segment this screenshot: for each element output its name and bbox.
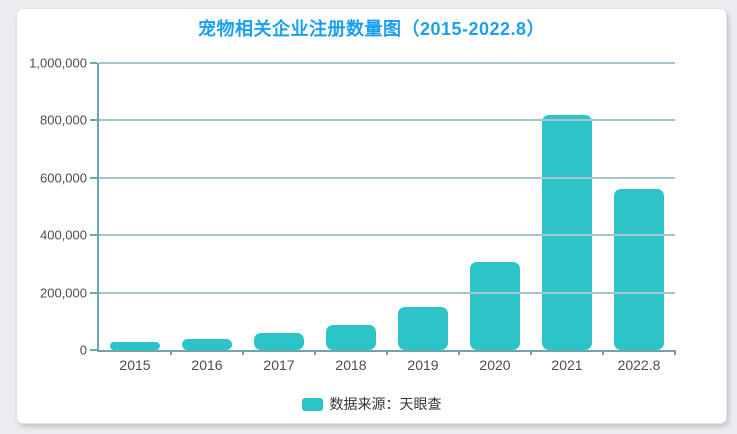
bar-2017 xyxy=(254,332,304,350)
bar-slot-2018: 2018 xyxy=(315,63,388,373)
plot-area: 2015 2016 2017 2018 2019 2020 2021 2022.8 0 200,… xyxy=(29,56,676,373)
y-axis-label: 1,000,000 xyxy=(29,55,87,71)
x-axis-tick xyxy=(458,350,460,355)
gridline-1000000 xyxy=(99,62,675,64)
x-axis-tick xyxy=(674,350,676,355)
x-axis-label-2021: 2021 xyxy=(551,357,583,373)
y-axis-label: 400,000 xyxy=(40,227,87,243)
y-axis-tick xyxy=(90,62,97,64)
x-axis-tick xyxy=(530,350,532,355)
x-axis-tick xyxy=(242,350,244,355)
x-axis-label-2018: 2018 xyxy=(335,357,367,373)
legend-label: 数据来源：天眼查 xyxy=(329,396,442,412)
x-axis-tick xyxy=(314,350,316,355)
bars-row: 2015 2016 2017 2018 2019 2020 2021 2022.8 xyxy=(99,63,676,373)
y-axis-label: 200,000 xyxy=(40,285,87,301)
y-axis-tick xyxy=(90,176,97,179)
y-axis-tick xyxy=(90,234,97,237)
gridline-200000 xyxy=(99,291,675,294)
bar-slot-2020: 2020 xyxy=(459,63,532,373)
x-axis-tick xyxy=(602,350,604,355)
gridline-400000 xyxy=(99,234,675,237)
y-axis-label: 600,000 xyxy=(40,170,87,186)
bar-2019 xyxy=(398,306,448,350)
bar-slot-2017: 2017 xyxy=(243,63,316,373)
bar-2018 xyxy=(326,324,376,350)
y-axis-tick xyxy=(90,291,97,294)
y-axis-label: 0 xyxy=(79,342,87,358)
bar-slot-2019: 2019 xyxy=(387,63,460,373)
bar-slot-2021: 2021 xyxy=(531,63,604,373)
y-axis-tick xyxy=(90,349,97,351)
x-axis-label-2016: 2016 xyxy=(191,357,223,373)
bar-2022.8 xyxy=(614,189,664,350)
bar-slot-2022.8: 2022.8 xyxy=(603,63,676,373)
bar-2020 xyxy=(470,262,520,350)
bar-2016 xyxy=(182,338,232,350)
bar-slot-2015: 2015 xyxy=(99,63,172,373)
y-axis-tick xyxy=(90,119,97,122)
y-axis-label: 800,000 xyxy=(40,112,87,128)
legend-swatch-icon xyxy=(301,397,323,411)
gridline-800000 xyxy=(99,119,675,122)
bar-2015 xyxy=(110,341,160,350)
bar-2021 xyxy=(542,114,592,350)
chart-title: 宠物相关企业注册数量图（2015-2022.8） xyxy=(197,19,546,39)
legend[interactable]: 数据来源：天眼查 xyxy=(17,394,726,414)
x-axis-tick xyxy=(386,350,388,355)
x-axis-label-2017: 2017 xyxy=(263,357,295,373)
gridline-600000 xyxy=(99,176,675,179)
x-axis-tick xyxy=(170,350,172,355)
x-axis-label-2022.8: 2022.8 xyxy=(617,357,661,373)
x-axis-label-2015: 2015 xyxy=(119,357,151,373)
bar-slot-2016: 2016 xyxy=(171,63,244,373)
x-axis-label-2020: 2020 xyxy=(479,357,511,373)
chart-card: 宠物相关企业注册数量图（2015-2022.8） 2015 2016 2017 201… xyxy=(16,8,727,424)
x-axis-label-2019: 2019 xyxy=(407,357,439,373)
